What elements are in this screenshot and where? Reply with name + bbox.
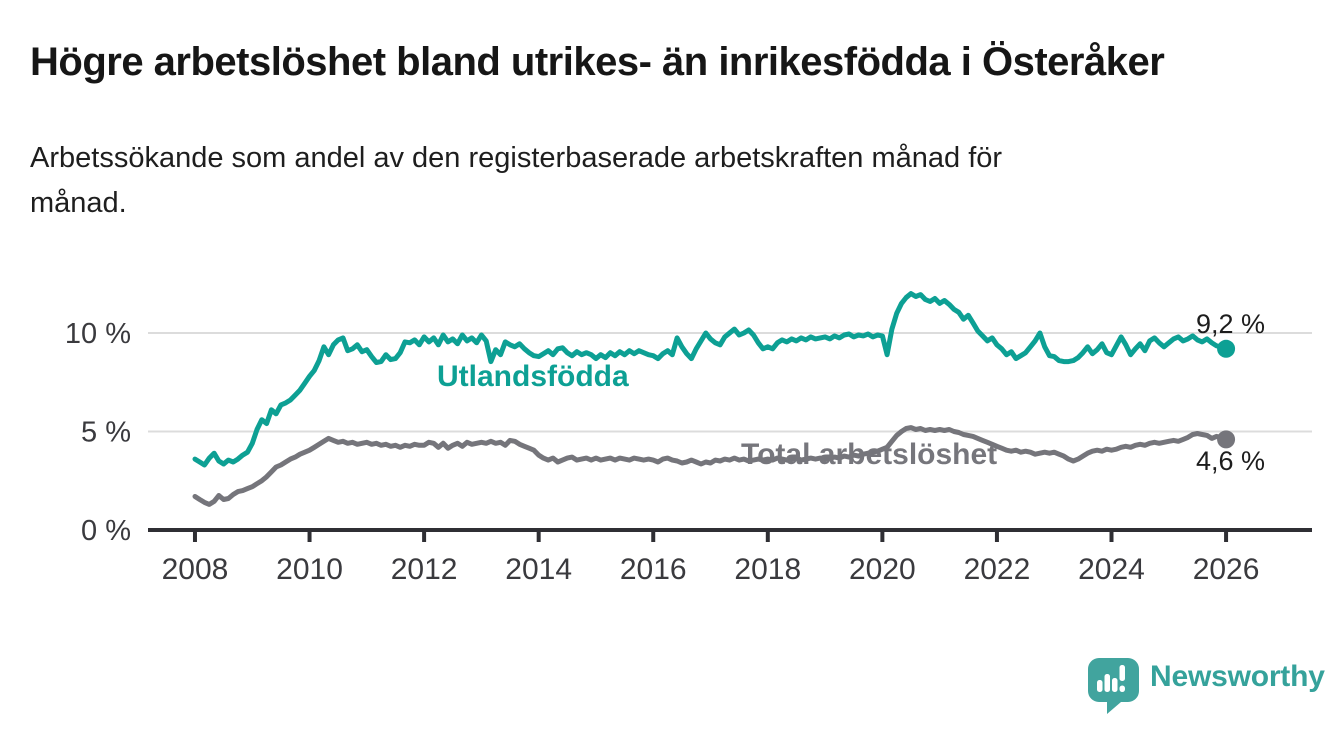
- exclamation-bar: [1119, 665, 1125, 681]
- x-tick-label: 2014: [505, 553, 572, 586]
- x-tick-label: 2018: [734, 553, 801, 586]
- newsworthy-wordmark: Newsworthy: [1150, 660, 1325, 693]
- page-subtitle-line1: Arbetssökande som andel av den registerb…: [30, 142, 1003, 174]
- series-end-dot-0: [1217, 339, 1236, 358]
- page-title: Högre arbetslöshet bland utrikes- än inr…: [30, 40, 1165, 84]
- y-tick-label: 10 %: [65, 318, 131, 350]
- series-label-total-arbetsloshet: Total arbetslöshet: [741, 438, 998, 471]
- x-tick-label: 2016: [620, 553, 687, 586]
- page-subtitle: Arbetssökande som andel av den registerb…: [30, 136, 1002, 226]
- series-line-0: [192, 291, 1229, 468]
- x-tick-label: 2008: [162, 553, 229, 586]
- speech-bubble-chart-icon: [1088, 658, 1139, 714]
- end-value-label-utlandsfodda: 9,2 %: [1196, 309, 1266, 339]
- x-tick-label: 2020: [849, 553, 916, 586]
- bar-2: [1104, 674, 1110, 692]
- bar-1: [1097, 680, 1103, 692]
- y-tick-label: 5 %: [81, 416, 131, 448]
- series-end-dot-1: [1217, 430, 1236, 449]
- x-tick-label: 2026: [1193, 553, 1260, 586]
- x-tick-label: 2024: [1078, 553, 1145, 586]
- x-tick-label: 2012: [391, 553, 458, 586]
- x-tick-label: 2022: [964, 553, 1031, 586]
- y-tick-label: 0 %: [81, 515, 131, 547]
- exclamation-dot: [1119, 685, 1125, 692]
- x-tick-label: 2010: [276, 553, 343, 586]
- series-label-utlandsfodda: Utlandsfödda: [437, 360, 629, 393]
- newsworthy-logo: Newsworthy: [1087, 657, 1325, 715]
- page-subtitle-line2: månad.: [30, 187, 127, 219]
- series-line-1: [192, 425, 1229, 507]
- end-value-label-total-arbetsloshet: 4,6 %: [1196, 446, 1266, 476]
- bar-3: [1112, 678, 1118, 692]
